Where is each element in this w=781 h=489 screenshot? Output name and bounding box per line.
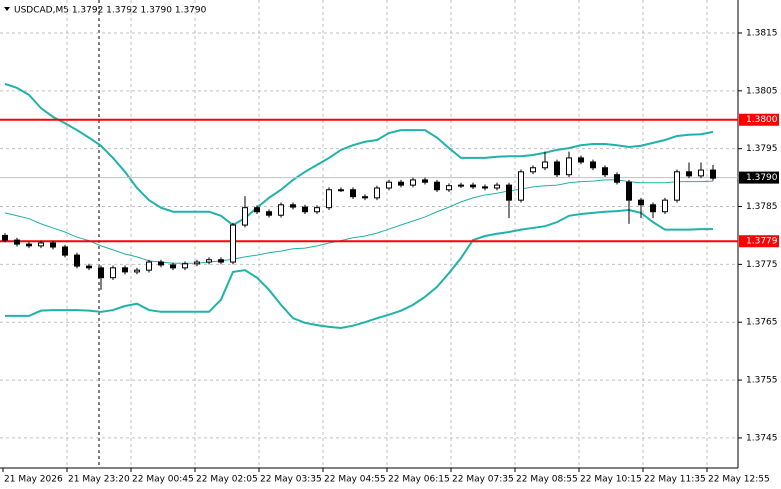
candle-body (422, 179, 428, 183)
candle-body (434, 181, 440, 191)
candle-body (38, 242, 44, 247)
candle-body (530, 167, 536, 173)
x-tick-label: 22 May 02:05 (196, 475, 258, 485)
candle-body (410, 179, 416, 186)
candle-body (194, 261, 200, 265)
candle-body (638, 199, 644, 206)
candle-body (398, 181, 404, 186)
x-tick-label: 22 May 00:45 (132, 475, 194, 485)
candle-body (314, 207, 320, 213)
candle-body (374, 187, 380, 199)
candle-body (386, 181, 392, 189)
candle-body (554, 161, 560, 176)
candle-body (326, 189, 332, 209)
candle-body (26, 243, 32, 247)
candle-body (518, 171, 524, 201)
chart-title: USDCAD,M5 1.3792 1.3792 1.3790 1.3790 (14, 6, 207, 16)
band-line (4, 179, 714, 264)
level-label: 1.3779 (746, 237, 778, 247)
menu-arrow (4, 7, 10, 11)
candle-body (278, 204, 284, 216)
candle-body (350, 189, 356, 198)
level-label-box (739, 113, 779, 126)
current-price-label: 1.3790 (746, 173, 778, 183)
candle-body (362, 196, 368, 199)
candle-body (662, 199, 668, 213)
candle-body (170, 264, 176, 269)
candle-body (182, 263, 188, 269)
y-tick-label: 1.3815 (746, 28, 778, 38)
current-price-box (739, 171, 779, 184)
y-tick-label: 1.3805 (746, 86, 778, 96)
y-tick-label: 1.3745 (746, 433, 778, 443)
x-tick-label: 22 May 11:35 (644, 475, 706, 485)
level-label-box (739, 235, 779, 248)
candle-body (578, 157, 584, 163)
y-tick-label: 1.3785 (746, 202, 778, 212)
candle-body (470, 184, 476, 188)
candle-body (458, 184, 464, 187)
candle-body (710, 169, 716, 179)
candle-body (338, 189, 344, 192)
candle-body (674, 171, 680, 201)
candle-body (650, 204, 656, 213)
candle-body (146, 261, 152, 271)
candle-body (590, 161, 596, 169)
x-tick-label: 21 May 23:20 (68, 475, 130, 485)
y-tick-label: 1.3775 (746, 260, 778, 270)
candle-body (206, 259, 212, 263)
candle-body (698, 169, 704, 177)
candle-body (86, 265, 92, 269)
candle-body (14, 239, 20, 245)
x-tick-label: 22 May 07:35 (452, 475, 514, 485)
candle-body (254, 207, 260, 213)
candle-body (158, 261, 164, 266)
candle-body (50, 242, 56, 248)
candle-body (242, 207, 248, 226)
x-tick-label: 22 May 03:35 (260, 475, 322, 485)
candle-body (266, 211, 272, 216)
x-tick-label: 21 May 2026 (4, 475, 63, 485)
candle-body (626, 181, 632, 201)
candle-body (506, 184, 512, 201)
y-tick-label: 1.3755 (746, 376, 778, 386)
candle-body (542, 161, 548, 169)
y-tick-label: 1.3795 (746, 144, 778, 154)
band-line (4, 82, 714, 227)
x-tick-label: 22 May 10:15 (580, 475, 642, 485)
candle-body (110, 267, 116, 279)
candle-body (74, 254, 80, 267)
candle-body (122, 267, 128, 273)
x-tick-label: 22 May 06:15 (388, 475, 450, 485)
candle-body (494, 184, 500, 189)
band-line (5, 208, 713, 330)
level-label: 1.3800 (746, 115, 778, 125)
candle-body (98, 267, 104, 279)
candle-body (290, 204, 296, 208)
candle-body (230, 224, 236, 263)
candle-body (134, 269, 140, 273)
candle-body (566, 157, 572, 176)
candle-body (218, 259, 224, 263)
candle-body (602, 167, 608, 176)
candle-body (482, 186, 488, 189)
candle-body (614, 174, 620, 183)
x-tick-label: 22 May 04:55 (324, 475, 386, 485)
candle-body (446, 185, 452, 191)
candle-body (62, 246, 68, 256)
x-tick-label: 22 May 08:55 (516, 475, 578, 485)
candle-body (302, 206, 308, 213)
candle-body (686, 171, 692, 177)
candle-body (2, 234, 8, 241)
y-tick-label: 1.3765 (746, 318, 778, 328)
x-tick-label: 22 May 12:55 (708, 475, 770, 485)
